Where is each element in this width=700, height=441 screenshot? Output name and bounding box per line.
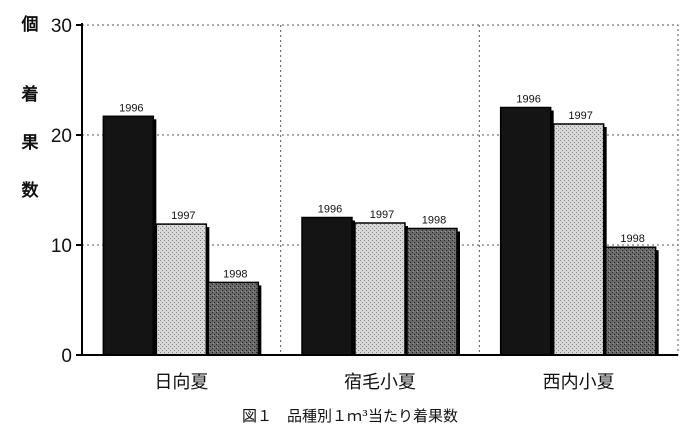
bar-1996 (102, 115, 155, 356)
data-label-1997: 1997 (568, 110, 592, 122)
data-label-1998: 1998 (223, 268, 247, 280)
y-tick-label: 0 (61, 346, 72, 367)
data-label-1997: 1997 (171, 210, 195, 222)
data-label-1998: 1998 (422, 215, 446, 227)
data-label-1996: 1996 (516, 94, 540, 106)
bar-shadow (550, 110, 554, 355)
bar-shadow (603, 127, 607, 355)
bar-1997 (354, 222, 406, 356)
y-tick-label: 20 (51, 126, 72, 147)
bar-1996 (301, 216, 353, 356)
figure-caption: 図１ 品種別１ｍ³当たり着果数 (241, 407, 458, 425)
y-tick-label: 30 (51, 16, 72, 37)
data-label-1996: 1996 (119, 102, 143, 114)
bar-shadow (153, 119, 157, 355)
x-tick-label: 西内小夏 (543, 372, 615, 393)
bar-1997 (552, 123, 605, 356)
data-label-1997: 1997 (370, 209, 394, 221)
bar-1998 (604, 246, 657, 356)
bar-1997 (155, 223, 208, 356)
data-label-1996: 1996 (318, 204, 342, 216)
bar-shadow (258, 285, 262, 355)
axes: 日向夏 宿毛小夏 西内小夏 0 10 20 30 (51, 16, 678, 393)
y-axis-title-char: 着 (21, 85, 39, 105)
data-labels: 1996 1997 1998 1996 1997 1998 1996 1997 1998 (119, 94, 645, 281)
bar-1998 (207, 281, 260, 356)
y-axis-title-char: 果 (21, 133, 39, 153)
y-axis-title-char: 個 (21, 15, 39, 35)
y-axis-title-char: 数 (21, 181, 39, 201)
bar-shadow (655, 250, 659, 355)
data-label-1998: 1998 (620, 233, 644, 245)
x-tick-label: 宿毛小夏 (344, 372, 416, 393)
bar-1996 (499, 106, 552, 356)
bar-shadow (352, 220, 355, 355)
y-tick-label: 10 (51, 236, 72, 257)
bar-1998 (406, 227, 458, 356)
bars (102, 106, 659, 356)
bar-shadow (457, 231, 460, 355)
x-tick-label: 日向夏 (154, 372, 208, 393)
